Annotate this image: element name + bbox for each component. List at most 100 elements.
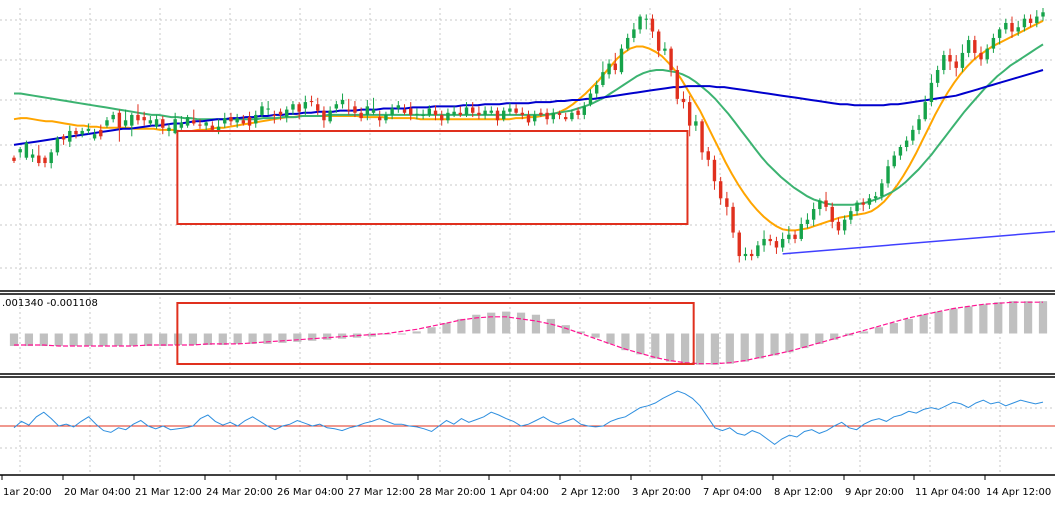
candle	[582, 106, 586, 115]
macd-histogram-bar	[621, 333, 630, 351]
candle	[706, 151, 710, 160]
candle	[99, 129, 103, 137]
candle	[198, 124, 202, 126]
candle	[111, 114, 115, 120]
candle	[1016, 27, 1020, 32]
candle	[731, 206, 735, 233]
candle	[502, 110, 506, 120]
candle	[297, 104, 301, 112]
candle	[756, 245, 760, 257]
candle	[61, 136, 66, 140]
candle	[415, 113, 419, 115]
macd-histogram-bar	[1023, 301, 1033, 334]
candle	[37, 155, 41, 164]
macd-histogram-bar	[859, 331, 869, 334]
candle	[433, 110, 438, 115]
time-axis-label: 28 Mar 20:00	[419, 487, 486, 498]
candle	[880, 183, 884, 197]
macd-histogram-bar	[39, 333, 48, 347]
macd-histogram-bar	[815, 333, 824, 344]
candle	[347, 109, 351, 111]
candle	[278, 111, 283, 115]
candle	[743, 253, 748, 257]
macd-histogram-bar	[84, 333, 93, 347]
candle	[588, 93, 593, 105]
candle	[849, 211, 853, 220]
time-axis-label: 1ar 20:00	[3, 487, 52, 498]
macd-histogram-bar	[591, 333, 600, 338]
macd-histogram-bar	[487, 312, 496, 334]
candle	[836, 221, 841, 231]
macd-histogram-bar	[397, 333, 406, 335]
candle	[421, 114, 425, 116]
macd-histogram-bar	[24, 333, 34, 347]
macd-histogram-bar	[293, 333, 302, 342]
candle	[954, 61, 958, 68]
candle	[464, 107, 469, 115]
candle	[154, 119, 159, 127]
candle	[594, 84, 599, 94]
candle	[446, 112, 450, 121]
macd-signal-line	[14, 301, 1043, 365]
candle	[365, 106, 370, 115]
macd-histogram-bar	[830, 333, 839, 340]
candle	[161, 119, 165, 128]
candle	[402, 109, 407, 113]
macd-histogram-bar	[800, 333, 809, 349]
candle	[644, 18, 648, 20]
candle	[966, 40, 971, 53]
macd-histogram-bar	[188, 333, 198, 345]
candle	[1010, 22, 1014, 32]
candle	[334, 104, 339, 109]
candle	[737, 232, 741, 257]
macd-histogram-bar	[1038, 301, 1048, 334]
rsi-line	[13, 390, 1044, 446]
macd-histogram-bar	[233, 333, 242, 344]
candle	[557, 112, 562, 115]
candle	[229, 117, 233, 122]
macd-histogram-bar	[308, 333, 317, 341]
candle	[24, 142, 29, 158]
candle	[787, 234, 791, 239]
candle	[489, 110, 494, 113]
macd-histogram-bar	[949, 308, 958, 334]
macd-histogram-bar	[427, 327, 436, 334]
candle	[663, 48, 667, 51]
macd-histogram-bar	[740, 333, 749, 362]
candle	[192, 120, 196, 124]
candle	[973, 40, 977, 53]
candle	[532, 114, 537, 122]
candle	[712, 159, 717, 182]
candle	[997, 29, 1002, 38]
candle	[179, 122, 184, 128]
candle	[30, 154, 35, 158]
macd-histogram-bar	[546, 318, 555, 334]
candle	[805, 219, 810, 224]
candle	[960, 52, 965, 68]
macd-histogram-bar	[114, 333, 123, 347]
macd-histogram-bar	[203, 333, 212, 345]
macd-histogram-bar	[845, 333, 854, 336]
candle	[619, 48, 624, 73]
macd-histogram-bar	[531, 314, 541, 334]
candle	[700, 121, 704, 153]
candle	[718, 181, 723, 199]
macd-histogram-bar	[412, 331, 421, 334]
candle	[911, 129, 915, 141]
candle	[18, 149, 22, 153]
candle	[768, 238, 772, 242]
candle	[514, 108, 518, 113]
time-axis-label: 1 Apr 04:00	[490, 487, 549, 498]
candle	[427, 108, 432, 115]
macd-histogram-bar	[755, 333, 764, 359]
candle	[390, 108, 394, 115]
candle	[55, 138, 60, 153]
support-trendline	[782, 230, 1055, 255]
candle	[935, 70, 940, 83]
macd-histogram-bar	[636, 333, 645, 355]
candle	[12, 157, 16, 161]
macd-histogram-bar	[695, 333, 705, 365]
macd-histogram-bar	[457, 318, 466, 334]
